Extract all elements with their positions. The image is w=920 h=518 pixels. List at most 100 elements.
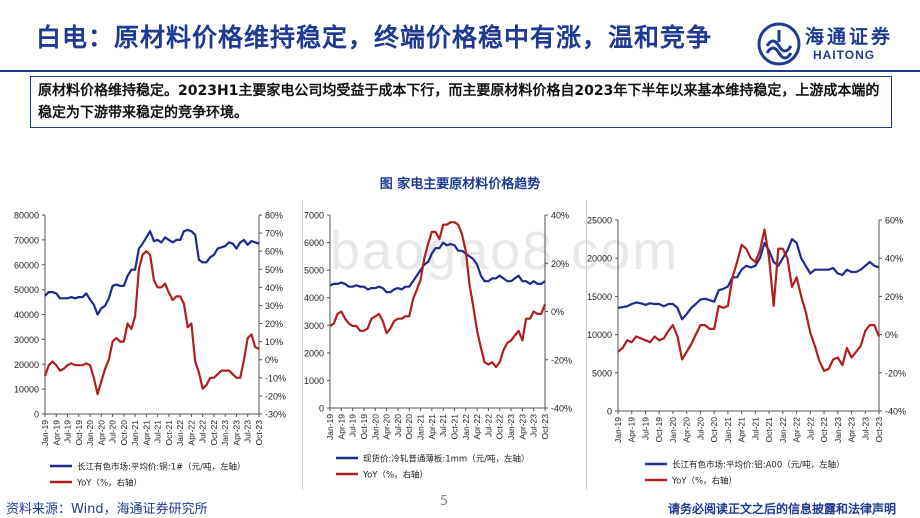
steel-x-tick-label: Apr-23 xyxy=(517,414,527,440)
aluminum-x-tick-label: Apr-21 xyxy=(737,417,747,443)
source-note: 资料来源：Wind，海通证券研究所 xyxy=(6,502,208,517)
copper-legend-label: 长江有色市场:平均价:铜:1#（元/吨，左轴） xyxy=(77,462,246,473)
copper-x-tick-label: Jan-22 xyxy=(175,420,185,446)
aluminum-legend-label: 长江有色市场:平均价:铝:A00（元/吨，左轴） xyxy=(672,460,845,471)
steel-x-tick-label: Oct-21 xyxy=(449,414,459,440)
steel-x-tick-label: Jan-23 xyxy=(506,414,516,440)
copper-right-tick-label: 40% xyxy=(265,283,283,293)
steel-x-tick-label: Apr-22 xyxy=(472,414,482,440)
header-rule xyxy=(0,70,920,72)
copper-left-tick-label: 60000 xyxy=(14,260,39,270)
aluminum-x-tick-label: Jan-22 xyxy=(778,417,788,443)
aluminum-x-tick-label: Jan-23 xyxy=(833,417,843,443)
aluminum-x-tick-label: Jul-21 xyxy=(750,417,760,440)
copper-left-tick-label: 40000 xyxy=(14,310,39,320)
chart-divider-2 xyxy=(586,200,587,490)
aluminum-legend-label: YoY（%，右轴） xyxy=(671,476,737,487)
copper-x-tick-label: Oct-23 xyxy=(254,420,264,446)
copper-right-tick-label: 10% xyxy=(265,337,283,347)
aluminum-x-tick-label: Oct-21 xyxy=(764,417,774,443)
copper-x-tick-label: Apr-19 xyxy=(51,420,61,446)
copper-left-tick-label: 0 xyxy=(34,410,39,420)
copper-x-tick-label: Jan-21 xyxy=(130,420,140,446)
logo-text-cn: 海通证券 xyxy=(805,26,894,48)
aluminum-x-tick-label: Apr-20 xyxy=(682,417,692,443)
steel-x-tick-label: Apr-20 xyxy=(382,414,392,440)
copper-x-tick-label: Apr-22 xyxy=(186,420,196,446)
steel-x-tick-label: Apr-21 xyxy=(427,414,437,440)
copper-right-tick-label: 0% xyxy=(265,355,278,365)
copper-x-tick-label: Oct-22 xyxy=(209,420,219,446)
aluminum-x-tick-label: Apr-19 xyxy=(627,417,637,443)
steel-left-tick-label: 1000 xyxy=(304,376,324,386)
aluminum-right-tick-label: -20% xyxy=(885,368,906,378)
copper-right-tick-label: 70% xyxy=(265,229,283,239)
aluminum-right-tick-label: 20% xyxy=(885,292,903,302)
aluminum-x-tick-label: Jan-20 xyxy=(668,417,678,443)
aluminum-x-tick-label: Jul-22 xyxy=(805,417,815,440)
copper-legend-label: YoY（%，右轴） xyxy=(76,478,142,489)
summary-box: 原材料价格维持稳定。2023H1主要家电公司均受益于成本下行，而主要原材料价格自… xyxy=(30,76,892,128)
disclaimer-link[interactable]: 请务必阅读正文之后的信息披露和法律声明 xyxy=(668,502,897,516)
aluminum-x-tick-label: Apr-23 xyxy=(847,417,857,443)
aluminum-x-tick-label: Oct-20 xyxy=(709,417,719,443)
copper-series-price-line xyxy=(44,228,260,316)
copper-right-tick-label: -20% xyxy=(265,391,286,401)
page-title: 白电：原材料价格维持稳定，终端价格稳中有涨，温和竞争 xyxy=(36,23,713,52)
steel-right-tick-label: -40% xyxy=(551,404,572,414)
steel-right-tick-label: -20% xyxy=(551,355,572,365)
copper-x-tick-label: Oct-21 xyxy=(164,420,174,446)
steel-x-tick-label: Jul-21 xyxy=(438,414,448,437)
page-number: 5 xyxy=(440,494,449,509)
logo-text-en: HAITONG xyxy=(813,48,876,62)
copper-left-tick-label: 50000 xyxy=(14,285,39,295)
copper-x-tick-label: Jul-22 xyxy=(198,420,208,443)
steel-x-tick-label: Jul-19 xyxy=(348,414,358,437)
copper-x-tick-label: Apr-21 xyxy=(141,420,151,446)
copper-x-tick-label: Oct-19 xyxy=(74,420,84,446)
aluminum-left-tick-label: 15000 xyxy=(587,292,612,302)
aluminum-x-tick-label: Oct-23 xyxy=(874,417,884,443)
steel-right-tick-label: 40% xyxy=(551,211,569,221)
copper-series-yoy-line xyxy=(43,250,260,396)
steel-series-yoy-line xyxy=(329,221,547,369)
steel-left-tick-label: 0 xyxy=(319,404,324,414)
aluminum-left-tick-label: 5000 xyxy=(592,368,612,378)
copper-right-tick-label: 50% xyxy=(265,265,283,275)
steel-right-tick-label: 20% xyxy=(551,259,569,269)
steel-x-tick-label: Jul-23 xyxy=(529,414,539,437)
copper-left-tick-label: 10000 xyxy=(14,385,39,395)
copper-x-tick-label: Jul-19 xyxy=(63,420,73,443)
steel-x-tick-label: Jul-22 xyxy=(483,414,493,437)
steel-left-tick-label: 6000 xyxy=(304,238,324,248)
copper-x-tick-label: Jan-20 xyxy=(85,420,95,446)
steel-x-tick-label: Oct-22 xyxy=(495,414,505,440)
logo-emblem-icon xyxy=(757,22,801,66)
aluminum-series-price-line xyxy=(617,238,880,321)
aluminum-x-tick-label: Apr-22 xyxy=(792,417,802,443)
copper-right-tick-label: 80% xyxy=(265,211,283,221)
copper-right-tick-label: 30% xyxy=(265,301,283,311)
steel-x-tick-label: Jan-21 xyxy=(416,414,426,440)
copper-right-tick-label: -30% xyxy=(265,410,286,420)
steel-left-tick-label: 4000 xyxy=(304,293,324,303)
copper-right-tick-label: -10% xyxy=(265,373,286,383)
steel-x-tick-label: Jan-20 xyxy=(370,414,380,440)
aluminum-x-tick-label: Jul-20 xyxy=(695,417,705,440)
copper-x-tick-label: Apr-20 xyxy=(96,420,106,446)
aluminum-right-tick-label: 0% xyxy=(885,330,898,340)
company-logo: 海通证券 HAITONG xyxy=(755,20,905,68)
aluminum-right-tick-label: 60% xyxy=(885,216,903,226)
aluminum-left-tick-label: 20000 xyxy=(587,254,612,264)
aluminum-left-tick-label: 25000 xyxy=(587,216,612,226)
copper-x-tick-label: Jul-23 xyxy=(243,420,253,443)
copper-x-tick-label: Jan-19 xyxy=(40,420,50,446)
steel-legend-label: YoY（%，右轴） xyxy=(362,470,428,481)
figure-title: 图 家电主要原材料价格趋势 xyxy=(379,177,541,192)
copper-x-tick-label: Jul-21 xyxy=(153,420,163,443)
steel-legend-label: 现货价:冷轧普通薄板:1mm（元/吨，左轴） xyxy=(363,454,530,465)
copper-x-tick-label: Jan-23 xyxy=(220,420,230,446)
steel-x-tick-label: Jan-22 xyxy=(461,414,471,440)
